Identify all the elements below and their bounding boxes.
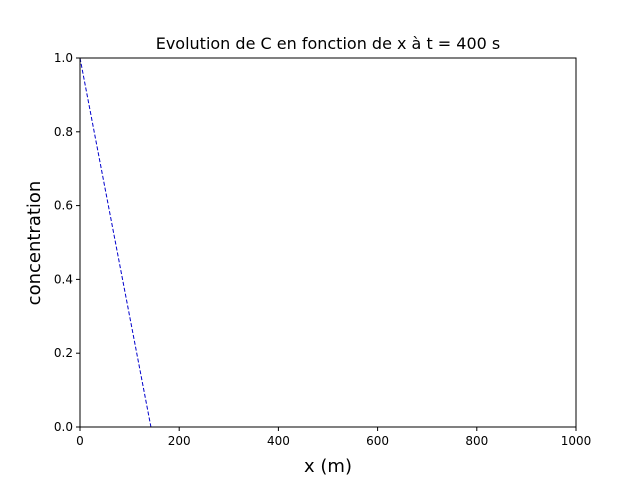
y-axis: 0.0 0.2 0.4 0.6 0.8 1.0 <box>54 51 80 434</box>
y-tick-label: 0.0 <box>54 420 73 434</box>
x-tick-label: 1000 <box>561 434 592 448</box>
x-tick-label: 0 <box>76 434 84 448</box>
plot-area <box>79 57 576 428</box>
plot-frame <box>79 57 577 428</box>
y-tick-label: 1.0 <box>54 51 73 65</box>
y-tick-label: 0.6 <box>54 199 73 213</box>
y-tick-label: 0.8 <box>54 125 73 139</box>
y-axis-label: concentration <box>24 181 45 306</box>
y-tick-label: 0.2 <box>54 346 73 360</box>
series-line <box>79 57 576 428</box>
x-tick-label: 600 <box>366 434 389 448</box>
y-tick-label: 0.4 <box>54 272 73 286</box>
x-axis-label: x (m) <box>304 456 352 477</box>
x-tick-label: 800 <box>465 434 488 448</box>
x-tick-label: 200 <box>168 434 191 448</box>
chart-title: Evolution de C en fonction de x à t = 40… <box>156 34 501 53</box>
x-tick-label: 400 <box>267 434 290 448</box>
x-axis: 0 200 400 600 800 1000 <box>76 427 591 448</box>
